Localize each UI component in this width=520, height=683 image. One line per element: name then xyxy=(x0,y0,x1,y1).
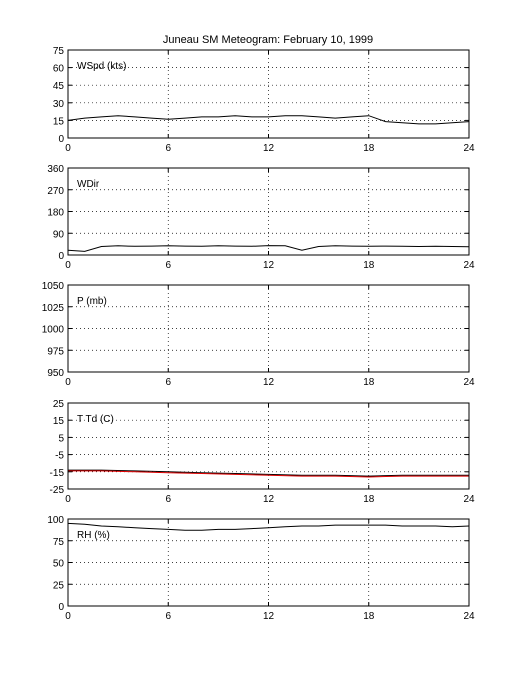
y-tick-label: 90 xyxy=(53,229,65,240)
x-tick-label: 24 xyxy=(463,143,475,154)
y-tick-label: 15 xyxy=(53,416,65,427)
y-tick-label: 15 xyxy=(53,116,65,127)
y-tick-label: -5 xyxy=(55,451,64,462)
y-tick-label: 1000 xyxy=(42,325,65,336)
panel-wind-speed: 0 6 12 18 24 0 15 30 45 60 75 WSpd (kts) xyxy=(53,46,475,154)
y-tick-label: 25 xyxy=(53,399,65,410)
panel-temperature-dewpoint: 0 6 12 18 24 -25 -15 -5 5 15 25 T Td (C) xyxy=(50,399,475,505)
y-tick-label: 50 xyxy=(53,559,65,570)
x-tick-label: 12 xyxy=(263,377,275,388)
y-tick-label: 1050 xyxy=(42,281,65,292)
y-tick-label: 0 xyxy=(58,134,64,145)
y-tick-label: 45 xyxy=(53,81,65,92)
x-tick-label: 24 xyxy=(463,611,475,622)
y-tick-label: -25 xyxy=(50,485,65,496)
y-tick-label: 0 xyxy=(58,251,64,262)
panel-label: RH (%) xyxy=(77,530,110,541)
y-tick-label: 180 xyxy=(47,208,64,219)
x-tick-label: 6 xyxy=(165,611,171,622)
x-tick-label: 12 xyxy=(263,260,275,271)
y-tick-label: 100 xyxy=(47,515,64,526)
panel-label: WDir xyxy=(77,179,100,190)
series-line-1 xyxy=(68,470,469,478)
series-line-0 xyxy=(67,245,470,252)
x-tick-label: 24 xyxy=(463,260,475,271)
x-tick-label: 12 xyxy=(263,494,275,505)
y-tick-label: 270 xyxy=(47,186,64,197)
chart-title: Juneau SM Meteogram: February 10, 1999 xyxy=(163,34,373,46)
x-tick-label: 6 xyxy=(165,377,171,388)
panel-label: T Td (C) xyxy=(77,414,114,425)
x-tick-label: 6 xyxy=(165,494,171,505)
x-tick-label: 18 xyxy=(363,494,375,505)
x-tick-label: 24 xyxy=(463,377,475,388)
panel-relative-humidity: 0 6 12 18 24 0 25 50 75 100 RH (%) xyxy=(47,515,475,622)
panel-label: WSpd (kts) xyxy=(77,61,126,72)
x-tick-label: 0 xyxy=(65,260,71,271)
x-tick-label: 0 xyxy=(65,143,71,154)
x-tick-label: 0 xyxy=(65,611,71,622)
y-tick-label: 25 xyxy=(53,580,65,591)
panel-label: P (mb) xyxy=(77,296,107,307)
x-tick-label: 12 xyxy=(263,611,275,622)
y-tick-label: 5 xyxy=(58,433,64,444)
series-line-0 xyxy=(67,115,470,125)
y-tick-label: 1025 xyxy=(42,303,65,314)
y-tick-label: 60 xyxy=(53,64,65,75)
x-tick-label: 18 xyxy=(363,611,375,622)
x-tick-label: 6 xyxy=(165,260,171,271)
x-tick-label: 18 xyxy=(363,377,375,388)
x-tick-label: 0 xyxy=(65,377,71,388)
x-tick-label: 12 xyxy=(263,143,275,154)
y-tick-label: 75 xyxy=(53,537,65,548)
y-tick-label: 975 xyxy=(47,346,64,357)
y-tick-label: 0 xyxy=(58,602,64,613)
x-tick-label: 18 xyxy=(363,143,375,154)
panel-wind-direction: 0 6 12 18 24 0 90 180 270 360 WDir xyxy=(47,164,475,271)
x-tick-label: 6 xyxy=(165,143,171,154)
y-tick-label: -15 xyxy=(50,468,65,479)
y-tick-label: 30 xyxy=(53,99,65,110)
y-tick-label: 360 xyxy=(47,164,64,175)
x-tick-label: 0 xyxy=(65,494,71,505)
panel-pressure: 0 6 12 18 24 950 975 1000 1025 1050 P (mb) xyxy=(42,281,475,388)
y-tick-label: 950 xyxy=(47,368,64,379)
y-tick-label: 75 xyxy=(53,46,65,57)
x-tick-label: 24 xyxy=(463,494,475,505)
series-line-0 xyxy=(67,522,470,531)
series-line-0 xyxy=(68,469,469,477)
x-tick-label: 18 xyxy=(363,260,375,271)
